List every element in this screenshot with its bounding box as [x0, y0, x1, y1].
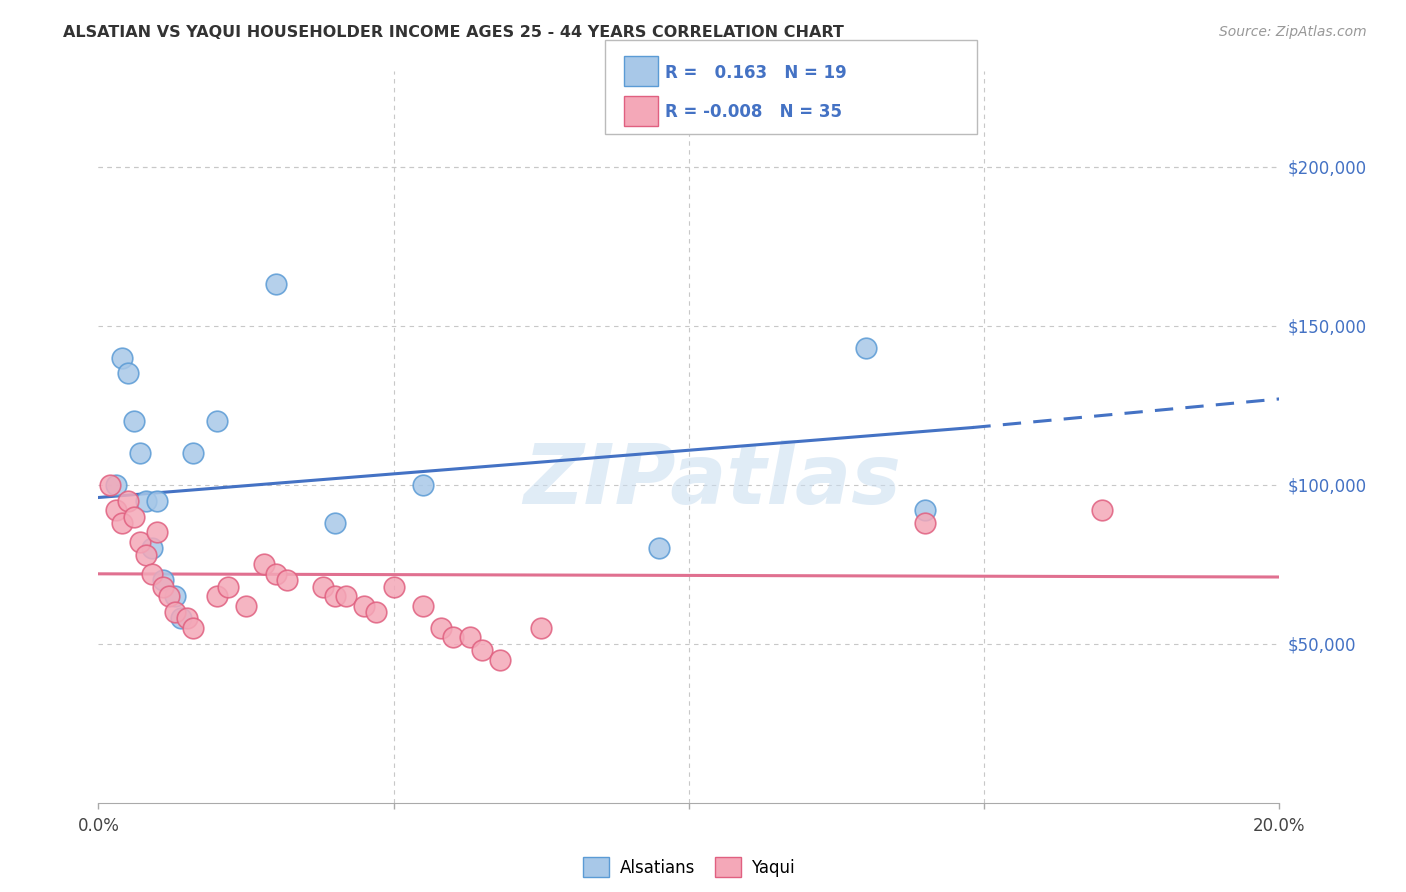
Point — [312, 580, 335, 594]
Point — [914, 503, 936, 517]
Point — [152, 573, 174, 587]
Point — [181, 446, 204, 460]
Point — [122, 509, 145, 524]
Point — [353, 599, 375, 613]
Point — [276, 573, 298, 587]
Point — [530, 621, 553, 635]
Point — [217, 580, 239, 594]
Point — [135, 548, 157, 562]
Point — [98, 477, 121, 491]
Point — [105, 503, 128, 517]
Point — [128, 535, 150, 549]
Point — [489, 653, 512, 667]
Point — [1091, 503, 1114, 517]
Point — [170, 611, 193, 625]
Point — [181, 621, 204, 635]
Point — [146, 525, 169, 540]
Text: R = -0.008   N = 35: R = -0.008 N = 35 — [665, 103, 842, 121]
Point — [471, 643, 494, 657]
Point — [412, 477, 434, 491]
Point — [430, 621, 453, 635]
Point — [648, 541, 671, 556]
Point — [117, 493, 139, 508]
Point — [264, 566, 287, 581]
Point — [323, 516, 346, 530]
Text: ZIPatlas: ZIPatlas — [523, 441, 901, 522]
Point — [146, 493, 169, 508]
Point — [105, 477, 128, 491]
Point — [117, 367, 139, 381]
Point — [205, 589, 228, 603]
Point — [412, 599, 434, 613]
Point — [128, 446, 150, 460]
Point — [152, 580, 174, 594]
Point — [141, 566, 163, 581]
Point — [205, 414, 228, 428]
Point — [111, 351, 134, 365]
Point — [914, 516, 936, 530]
Point — [364, 605, 387, 619]
Point — [165, 589, 187, 603]
Point — [382, 580, 405, 594]
Point — [141, 541, 163, 556]
Point — [460, 631, 482, 645]
Point — [122, 414, 145, 428]
Point — [165, 605, 187, 619]
Text: ALSATIAN VS YAQUI HOUSEHOLDER INCOME AGES 25 - 44 YEARS CORRELATION CHART: ALSATIAN VS YAQUI HOUSEHOLDER INCOME AGE… — [63, 25, 844, 40]
Text: Source: ZipAtlas.com: Source: ZipAtlas.com — [1219, 25, 1367, 39]
Point — [111, 516, 134, 530]
Point — [335, 589, 357, 603]
Point — [323, 589, 346, 603]
Point — [157, 589, 180, 603]
Legend: Alsatians, Yaqui: Alsatians, Yaqui — [576, 851, 801, 883]
Point — [441, 631, 464, 645]
Text: R =   0.163   N = 19: R = 0.163 N = 19 — [665, 63, 846, 81]
Point — [253, 558, 276, 572]
Point — [264, 277, 287, 292]
Point — [176, 611, 198, 625]
Point — [235, 599, 257, 613]
Point — [855, 341, 877, 355]
Point — [135, 493, 157, 508]
